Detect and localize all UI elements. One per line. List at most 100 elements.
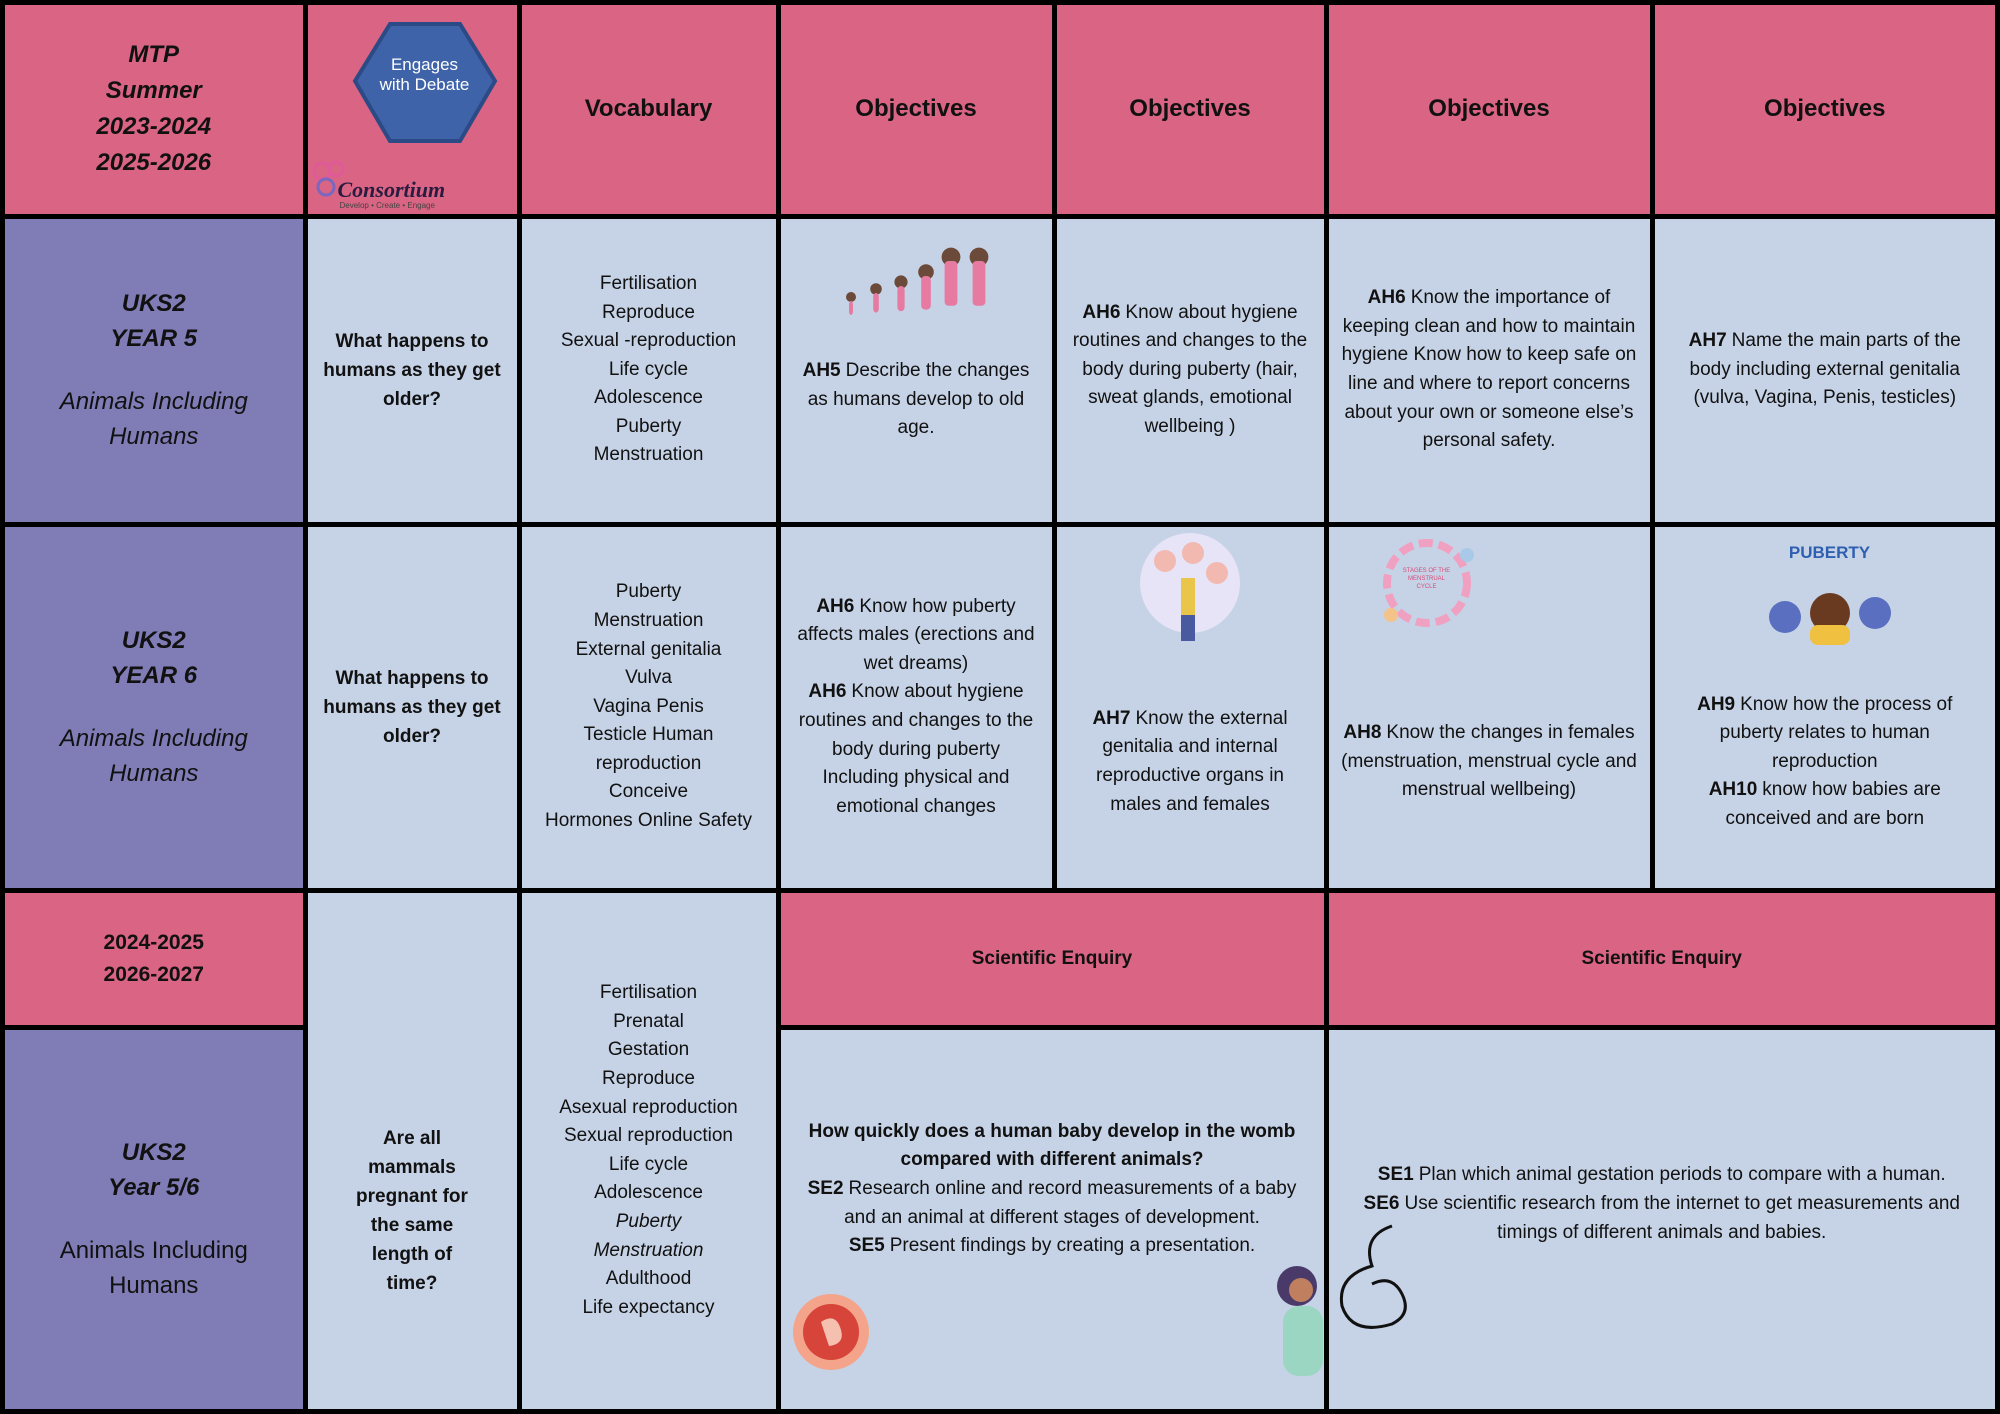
illustration	[350, 19, 500, 154]
illustration	[1337, 1216, 1427, 1341]
objective-code: SE5	[848, 1235, 885, 1257]
term-line: Summer	[105, 77, 202, 105]
objective-list: AH6 Know about hygiene routines and chang…	[1069, 299, 1312, 442]
objective-text: Research online and record measurements …	[844, 1177, 1297, 1228]
vocabulary-cell: Puberty Menstruation External genitalia Vul…	[521, 526, 776, 888]
vocab-word: Reproduce	[602, 1067, 695, 1089]
illustration	[312, 159, 348, 204]
group: UKS2	[121, 1139, 186, 1167]
topic: Animals Including Humans	[59, 388, 248, 450]
objective: SE5 Present findings by creating a presen…	[793, 1232, 1312, 1261]
illustration-part	[1383, 607, 1398, 622]
objective-list: AH7 Know the external genitalia and inter…	[1069, 705, 1312, 819]
objective-text: Know how puberty affects males (erection…	[797, 595, 1035, 674]
objective-cell: AH7 Name the main parts of the body inclu…	[1654, 218, 1995, 522]
column-title: Objectives	[855, 95, 977, 123]
objective-code: AH6	[808, 681, 847, 703]
objective: AH5 Describe the changes as humans develo…	[793, 357, 1040, 443]
column-title: Objectives	[1428, 95, 1550, 123]
objective-list: AH7 Name the main parts of the body inclu…	[1667, 327, 1984, 413]
illustration-part	[848, 300, 853, 315]
illustration	[1269, 1258, 1324, 1383]
question-cell: Are all mammals pregnant for the same le…	[307, 892, 517, 1409]
objective-code: SE6	[1363, 1192, 1400, 1214]
vocab-word: Menstruation	[593, 609, 704, 631]
column-header: Objectives	[780, 5, 1052, 214]
illustration-part	[845, 291, 856, 302]
vocab-word: Adolescence	[594, 1182, 703, 1204]
group: UKS2	[121, 290, 186, 317]
illustration-part	[969, 247, 988, 266]
objective-code: AH6	[1082, 301, 1121, 323]
vocab-word: Puberty	[615, 415, 682, 437]
enquiry-heading-cell: Scientific Enquiry	[780, 892, 1324, 1025]
vocab-word: Fertilisation	[599, 982, 698, 1004]
illustration	[1135, 532, 1245, 648]
objective-text: Know the external genitalia and internal…	[1096, 707, 1288, 815]
column-header: Objectives	[1328, 5, 1650, 214]
vocab-word: Vulva	[625, 667, 672, 689]
objective-text: Name the main parts of the body includin…	[1689, 330, 1961, 409]
objective-list: AH6 Know the importance of keeping clean …	[1341, 284, 1638, 456]
illustration-part	[1205, 561, 1228, 584]
illustration-part	[1382, 538, 1471, 627]
year: YEAR 5	[110, 325, 198, 352]
illustration-part	[316, 177, 335, 197]
objective: AH7 Know the external genitalia and inter…	[1069, 705, 1312, 819]
objective: AH8 Know the changes in females (menstrua…	[1341, 719, 1638, 805]
vocab-word: External genitalia	[575, 638, 722, 660]
objective: AH6 Know about hygiene routines and chang…	[1069, 299, 1312, 442]
question: What happens to humans as they get older…	[323, 667, 501, 747]
logo-brand: Consortium	[337, 177, 446, 202]
vocab-word: Life cycle	[608, 1153, 689, 1175]
illustration-part	[896, 285, 905, 311]
illustration-part	[327, 160, 344, 178]
objective-list: AH9 Know how the process of puberty relat…	[1667, 691, 1984, 834]
vocab-word: Adolescence	[594, 387, 703, 409]
illustration-part	[1382, 538, 1474, 627]
image-label: PUBERTY	[1788, 542, 1871, 562]
objective: AH7 Name the main parts of the body inclu…	[1667, 327, 1984, 413]
logo-badge: Engages with Debate	[379, 55, 470, 94]
topic: Animals Including Humans	[59, 725, 248, 787]
objective-cell: AH6 Know how puberty affects males (erect…	[780, 526, 1052, 888]
objective-cell: AH5 Describe the changes as humans develo…	[780, 218, 1052, 522]
term-line: 2025-2026	[96, 149, 212, 177]
illustration	[1765, 575, 1895, 650]
enquiry-heading: Scientific Enquiry	[971, 947, 1133, 969]
enquiry-heading: Scientific Enquiry	[1581, 947, 1742, 969]
vocab-word: Hormones Online Safety	[545, 810, 752, 832]
illustration-part	[1858, 596, 1891, 629]
illustration-part	[1339, 1224, 1407, 1329]
objective-text: Know how the process of puberty relates …	[1719, 693, 1953, 772]
objective-text: Present findings by creating a presentat…	[889, 1235, 1256, 1257]
objective-list: AH8 Know the changes in females (menstrua…	[1341, 719, 1638, 805]
vocab-word: Asexual reproduction	[559, 1096, 738, 1118]
illustration-part	[972, 260, 985, 306]
enquiry-body: How quickly does a human baby develop in…	[793, 1118, 1312, 1261]
vocab-word: Testicle Human reproduction	[583, 724, 714, 774]
term-line: MTP	[128, 41, 180, 69]
group: UKS2	[121, 627, 186, 654]
illustration-part	[1809, 592, 1850, 633]
logo-cell: Engages with Debate Consortium Develop • C…	[307, 5, 517, 214]
illustration-part	[312, 160, 344, 197]
illustration-part	[893, 274, 908, 289]
question: Are all mammals pregnant for the same le…	[356, 1127, 468, 1294]
objective-code: AH6	[816, 595, 855, 617]
illustration-part	[872, 292, 879, 313]
objective-text: Use scientific research from the interne…	[1404, 1192, 1960, 1243]
column-header: Objectives	[1654, 5, 1995, 214]
objective: SE2 Research online and record measuremen…	[793, 1175, 1312, 1232]
years: 2026-2027	[103, 962, 204, 986]
years: 2024-2025	[103, 930, 204, 954]
objective-cell: AH6 Know the importance of keeping clean …	[1328, 218, 1650, 522]
illustration-part	[1768, 592, 1891, 645]
year: Year 5/6	[108, 1174, 200, 1202]
question-cell: What happens to humans as they get older…	[307, 218, 517, 522]
vocab-word: Sexual -reproduction	[560, 330, 737, 352]
objective-text: Know about hygiene routines and changes …	[798, 681, 1034, 817]
year-cell: UKS2 YEAR 6 Animals Including Humans	[5, 526, 303, 888]
objective-code: SE1	[1377, 1164, 1414, 1186]
